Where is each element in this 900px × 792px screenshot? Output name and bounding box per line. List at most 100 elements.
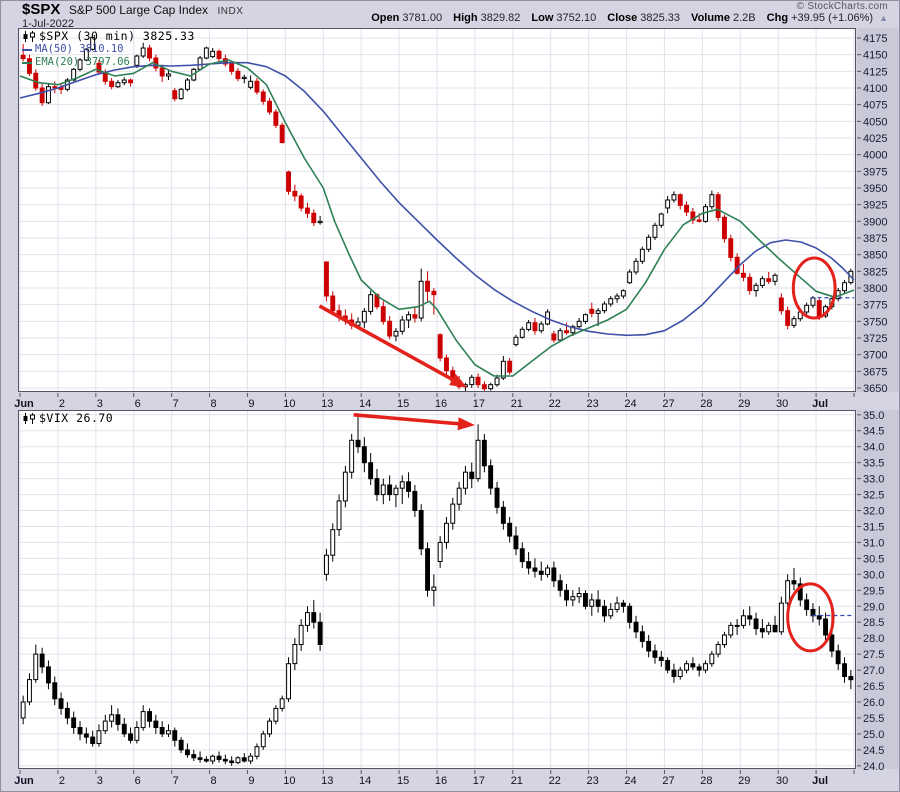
svg-text:30: 30 (776, 398, 788, 410)
candlestick-icon (23, 413, 35, 424)
svg-text:28.5: 28.5 (863, 617, 884, 629)
svg-text:2: 2 (59, 775, 65, 787)
svg-text:31.0: 31.0 (863, 537, 884, 549)
svg-text:3750: 3750 (863, 316, 887, 328)
svg-text:30: 30 (776, 775, 788, 787)
svg-text:27.0: 27.0 (863, 665, 884, 677)
svg-text:29: 29 (738, 775, 750, 787)
svg-text:7: 7 (173, 398, 179, 410)
svg-text:24: 24 (624, 398, 636, 410)
high-label: High (453, 12, 478, 24)
svg-text:31.5: 31.5 (863, 521, 884, 533)
spx-overlays (19, 59, 855, 377)
svg-text:33.5: 33.5 (863, 458, 884, 470)
svg-text:13: 13 (321, 398, 333, 410)
spx-legend-main: $SPX (30 min) 3825.33 (22, 30, 195, 43)
svg-text:30.5: 30.5 (863, 553, 884, 565)
volume-value: 2.2B (732, 12, 756, 24)
svg-text:3675: 3675 (863, 366, 887, 378)
svg-text:9: 9 (248, 398, 254, 410)
svg-text:3800: 3800 (863, 283, 887, 295)
svg-text:4175: 4175 (863, 33, 887, 45)
svg-text:4075: 4075 (863, 100, 887, 112)
ma50-legend: MA(50) 3810.10 (22, 43, 195, 56)
svg-text:4150: 4150 (863, 50, 887, 62)
svg-text:Jun: Jun (14, 398, 34, 410)
svg-text:3950: 3950 (863, 183, 887, 195)
exchange-label: INDX (217, 6, 244, 17)
svg-text:3900: 3900 (863, 216, 887, 228)
svg-text:28: 28 (700, 398, 712, 410)
vix-axes: 35.0 34.5 34.0 33.5 33.0 32.5 32.0 31.5 31.0 30.5… (14, 410, 900, 787)
svg-text:23: 23 (587, 775, 599, 787)
close-value: 3825.33 (640, 12, 680, 24)
svg-text:16: 16 (435, 398, 447, 410)
svg-text:28: 28 (700, 775, 712, 787)
ema20-swatch-icon (22, 61, 32, 64)
spx-axes: 4175 4150 4125 4100 4075 4050 4025 4000 3975 3950… (14, 28, 900, 410)
svg-text:3825: 3825 (863, 266, 887, 278)
svg-text:10: 10 (283, 398, 295, 410)
symbol-name: S&P 500 Large Cap Index (68, 3, 209, 17)
svg-text:32.5: 32.5 (863, 490, 884, 502)
svg-text:28.0: 28.0 (863, 633, 884, 645)
svg-text:22: 22 (549, 398, 561, 410)
svg-text:23: 23 (587, 398, 599, 410)
close-label: Close (607, 12, 638, 24)
svg-text:3875: 3875 (863, 233, 887, 245)
svg-text:3925: 3925 (863, 200, 887, 212)
svg-text:14: 14 (359, 398, 371, 410)
high-value: 3829.82 (480, 12, 521, 24)
svg-text:27.5: 27.5 (863, 649, 884, 661)
svg-text:16: 16 (435, 775, 447, 787)
header-right: © StockCharts.com Open 3781.00 High 3829.8… (363, 1, 888, 24)
svg-text:29.0: 29.0 (863, 601, 884, 613)
svg-text:17: 17 (473, 398, 485, 410)
svg-text:4125: 4125 (863, 66, 887, 78)
svg-text:24: 24 (624, 775, 636, 787)
change-up-icon: ▲ (879, 13, 888, 23)
svg-text:9: 9 (248, 775, 254, 787)
vix-annotations (353, 412, 854, 653)
copyright-label: © StockCharts.com (796, 1, 888, 12)
vix-legend: $VIX 26.70 (22, 412, 113, 425)
svg-text:6: 6 (135, 775, 141, 787)
svg-text:4000: 4000 (863, 150, 887, 162)
svg-text:4025: 4025 (863, 133, 887, 145)
spx-legend: $SPX (30 min) 3825.33 MA(50) 3810.10 EMA… (22, 30, 195, 69)
svg-text:33.0: 33.0 (863, 474, 884, 486)
svg-text:3650: 3650 (863, 383, 887, 395)
svg-text:15: 15 (397, 398, 409, 410)
svg-text:4100: 4100 (863, 83, 887, 95)
svg-text:Jul: Jul (812, 775, 828, 787)
svg-text:21: 21 (511, 775, 523, 787)
svg-text:Jul: Jul (812, 398, 828, 410)
svg-text:17: 17 (473, 775, 485, 787)
vix-candles (20, 413, 854, 766)
svg-text:35.0: 35.0 (863, 410, 884, 422)
vix-legend-label: $VIX 26.70 (39, 411, 114, 425)
chg-label: Chg (766, 12, 789, 24)
svg-text:8: 8 (210, 775, 216, 787)
svg-text:10: 10 (283, 775, 295, 787)
spx-panel (18, 28, 856, 392)
svg-text:3725: 3725 (863, 333, 887, 345)
ema20-legend: EMA(20) 3797.06 (22, 56, 195, 69)
volume-label: Volume (691, 12, 730, 24)
svg-text:6: 6 (135, 398, 141, 410)
svg-text:34.0: 34.0 (863, 442, 884, 454)
open-label: Open (371, 12, 400, 24)
svg-text:3: 3 (97, 398, 103, 410)
svg-text:21: 21 (511, 398, 523, 410)
symbol-ticker: $SPX (22, 1, 61, 18)
header-left: $SPX S&P 500 Large Cap Index INDX 1-Jul-… (22, 1, 243, 30)
ma50-swatch-icon (22, 48, 32, 51)
svg-text:27: 27 (662, 775, 674, 787)
chart-date: 1-Jul-2022 (22, 18, 74, 30)
svg-text:26.5: 26.5 (863, 681, 884, 693)
svg-text:26.0: 26.0 (863, 697, 884, 709)
candlestick-icon (23, 31, 35, 42)
svg-text:13: 13 (321, 775, 333, 787)
